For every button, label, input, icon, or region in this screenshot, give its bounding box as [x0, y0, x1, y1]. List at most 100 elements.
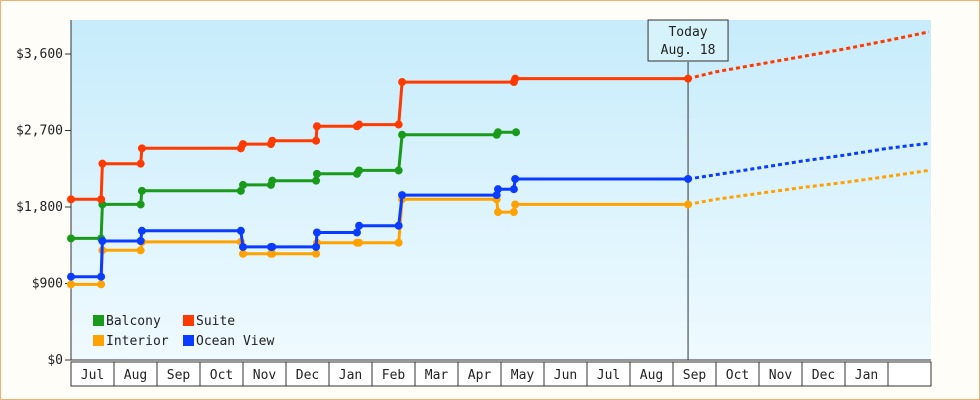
y-tick-label: $0 — [47, 353, 63, 368]
data-point — [312, 169, 321, 178]
data-point — [511, 174, 520, 183]
x-tick-label: Jan — [855, 368, 878, 383]
data-point — [136, 159, 145, 168]
x-tick-label: Mar — [425, 368, 449, 383]
today-marker: Today Aug. 18 — [647, 19, 729, 360]
legend-item-interior: Interior — [93, 334, 169, 349]
y-axis-ticks: $0 $900 $1,800 $2,700 $3,600 — [16, 47, 71, 368]
data-point — [98, 159, 107, 168]
data-point — [684, 200, 693, 209]
data-point — [512, 128, 521, 137]
data-point — [394, 238, 403, 247]
x-tick-label: Sep — [167, 368, 191, 383]
x-axis-ticks: Jul Aug Sep Oct Nov Dec Jan Feb Mar Apr May Jun Jul A… — [70, 362, 932, 386]
today-box — [647, 19, 729, 62]
data-point — [312, 249, 321, 258]
data-point — [239, 180, 247, 189]
data-point — [684, 174, 693, 183]
x-tick-label: Jan — [339, 368, 362, 383]
data-point — [355, 120, 364, 129]
series-line-balcony — [71, 130, 516, 240]
data-point — [98, 237, 107, 245]
data-point — [312, 122, 321, 131]
series-balcony — [67, 128, 521, 243]
data-point — [239, 140, 247, 149]
data-point — [398, 191, 407, 200]
series-suite — [67, 30, 930, 204]
x-tick-label: May — [511, 368, 535, 383]
data-point — [137, 226, 146, 235]
data-point — [355, 166, 364, 175]
data-point — [493, 185, 502, 194]
data-point — [97, 272, 106, 281]
data-point — [352, 228, 361, 237]
y-tick-label: $3,600 — [16, 47, 63, 62]
legend-swatch — [93, 315, 104, 326]
x-tick-label: Jun — [554, 368, 577, 383]
legend-label: Interior — [106, 334, 169, 349]
data-point — [97, 280, 106, 289]
forecast-line-ocean-view — [687, 141, 929, 181]
x-tick-label: Nov — [769, 368, 793, 383]
forecast-line-suite — [687, 30, 930, 81]
x-tick-label: Oct — [726, 368, 749, 383]
data-point — [394, 120, 403, 129]
series-ocean-view — [67, 141, 929, 281]
x-tick-label: Aug — [124, 368, 147, 383]
data-point — [509, 208, 518, 217]
x-tick-label: Apr — [468, 368, 492, 383]
data-point — [684, 74, 693, 83]
data-point — [493, 128, 502, 137]
data-point — [137, 186, 146, 195]
data-point — [355, 238, 364, 247]
legend-label: Suite — [196, 314, 235, 329]
series-layer — [67, 30, 930, 289]
data-point — [509, 185, 518, 194]
legend-label: Balcony — [106, 314, 161, 329]
data-point — [239, 242, 247, 251]
legend-item-suite: Suite — [183, 314, 235, 329]
y-tick-label: $2,700 — [16, 124, 63, 139]
data-point — [67, 195, 75, 204]
data-point — [268, 176, 277, 185]
today-date: Aug. 18 — [661, 43, 716, 58]
data-point — [67, 234, 75, 243]
data-point — [136, 200, 145, 209]
legend-item-balcony: Balcony — [93, 314, 161, 329]
forecast-line-interior — [687, 168, 930, 206]
today-label: Today — [668, 25, 707, 40]
x-tick-label: Sep — [683, 368, 707, 383]
data-point — [97, 195, 106, 204]
data-point — [312, 176, 321, 185]
data-point — [268, 242, 277, 251]
data-point — [394, 166, 403, 175]
data-point — [312, 242, 321, 251]
data-point — [492, 191, 501, 200]
y-tick-label: $1,800 — [16, 200, 63, 215]
data-point — [312, 228, 321, 237]
y-tick-label: $900 — [32, 277, 63, 292]
data-point — [268, 136, 277, 145]
legend-label: Ocean View — [196, 334, 274, 349]
data-point — [67, 272, 75, 281]
x-tick-label: Feb — [382, 368, 406, 383]
x-tick-label: Aug — [640, 368, 663, 383]
legend-swatch — [183, 335, 194, 346]
legend-item-ocean-view: Ocean View — [183, 334, 274, 349]
data-point — [394, 221, 403, 230]
data-point — [136, 246, 145, 255]
legend-swatch — [183, 315, 194, 326]
x-tick-label: Dec — [296, 368, 319, 383]
data-point — [236, 226, 245, 235]
x-tick-label: Jul — [81, 368, 104, 383]
x-tick-label: Dec — [812, 368, 835, 383]
x-tick-label: Oct — [210, 368, 233, 383]
series-line-suite — [71, 77, 689, 201]
data-point — [398, 130, 407, 139]
data-point — [136, 237, 145, 245]
legend: Balcony Suite Interior Ocean View — [93, 314, 274, 349]
x-tick-label: Nov — [253, 368, 277, 383]
data-point — [511, 200, 520, 209]
data-point — [355, 221, 364, 230]
